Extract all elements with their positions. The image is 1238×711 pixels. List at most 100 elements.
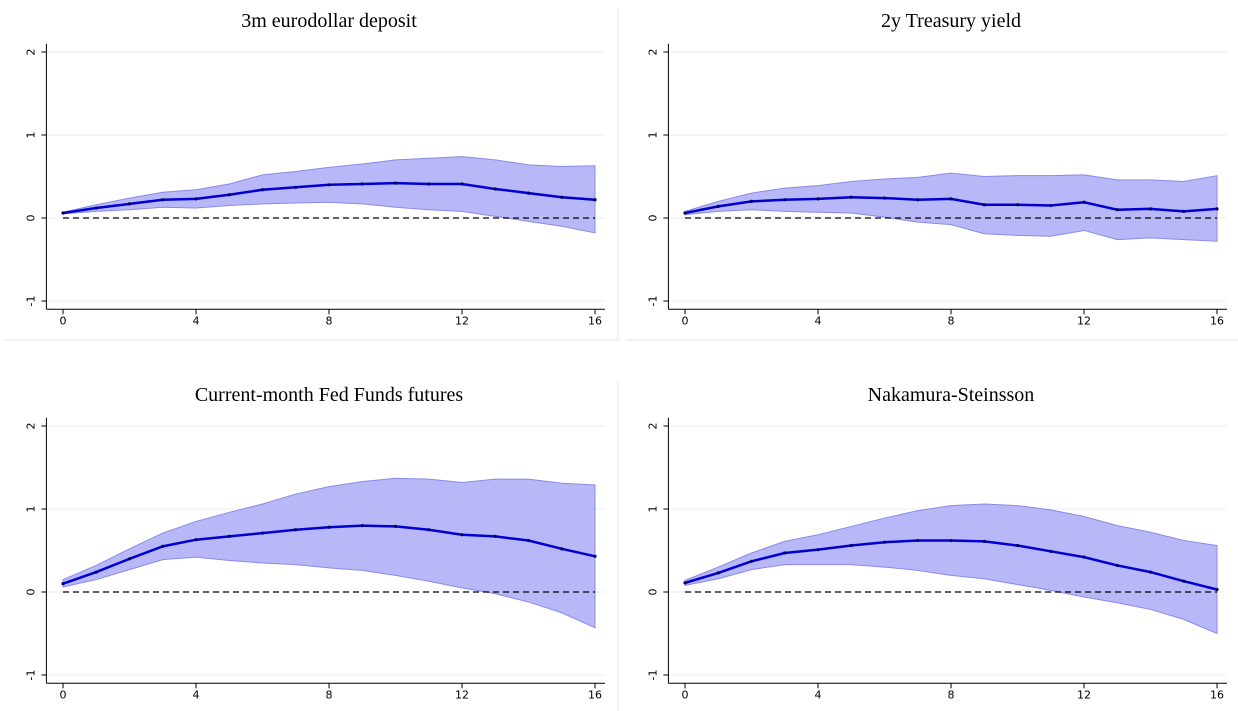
irf-point: [882, 540, 887, 544]
irf-point: [161, 544, 165, 548]
irf-point: [427, 528, 431, 532]
irf-point: [227, 193, 231, 197]
irf-point: [1182, 209, 1186, 213]
x-tick-label: 4: [193, 688, 200, 701]
irf-point: [1049, 549, 1053, 553]
confidence-band: [62, 156, 596, 234]
x-tick-label: 16: [1210, 314, 1224, 327]
y-tick-label: 2: [24, 423, 37, 430]
irf-point: [949, 197, 953, 201]
x-tick-label: 0: [682, 688, 689, 701]
irf-point: [949, 538, 953, 543]
irf-point: [194, 197, 198, 201]
irf-point: [1215, 207, 1219, 211]
x-tick-label: 0: [60, 314, 67, 327]
x-tick-label: 8: [326, 314, 333, 327]
chart-title: Current-month Fed Funds futures: [195, 384, 464, 406]
confidence-band: [62, 477, 596, 629]
x-tick-label: 12: [455, 314, 469, 327]
irf-point: [916, 198, 920, 202]
irf-point: [1082, 200, 1086, 204]
y-tick-label: 1: [646, 506, 659, 513]
y-tick-label: 0: [646, 215, 659, 222]
irf-point: [982, 203, 986, 207]
irf-point: [1115, 563, 1119, 568]
y-tick-label: 0: [24, 215, 37, 222]
irf-point: [1182, 579, 1186, 583]
irf-point: [1215, 587, 1219, 592]
irf-point: [783, 551, 787, 555]
irf-point: [493, 534, 497, 538]
y-tick-label: 2: [646, 423, 659, 430]
irf-point: [260, 531, 265, 535]
irf-point: [526, 538, 531, 543]
irf-point: [1082, 555, 1086, 559]
irf-point: [982, 539, 986, 543]
irf-point: [460, 533, 464, 537]
y-tick-label: -1: [24, 670, 37, 681]
irf-point: [560, 195, 564, 199]
x-tick-label: 8: [326, 688, 333, 701]
irf-point: [294, 185, 298, 189]
confidence-band: [684, 172, 1218, 242]
y-tick-label: 1: [24, 132, 37, 139]
irf-point: [816, 197, 820, 201]
irf-point: [1015, 543, 1020, 548]
irf-point: [683, 581, 687, 585]
irf-point: [327, 525, 331, 529]
irf-point: [1148, 570, 1153, 574]
irf-point: [816, 548, 820, 552]
irf-point: [593, 554, 597, 558]
x-tick-label: 12: [455, 688, 469, 701]
irf-point: [393, 524, 398, 529]
x-tick-label: 8: [948, 314, 955, 327]
y-tick-label: 2: [646, 49, 659, 56]
irf-point: [460, 182, 464, 186]
y-tick-label: 1: [24, 506, 37, 513]
irf-point: [526, 191, 531, 195]
y-tick-label: 2: [24, 49, 37, 56]
y-tick-label: -1: [646, 296, 659, 307]
x-tick-label: 12: [1077, 314, 1091, 327]
y-tick-label: -1: [24, 296, 37, 307]
chart-title: 3m eurodollar deposit: [241, 10, 417, 32]
irf-point: [360, 524, 364, 528]
irf-point: [127, 202, 132, 206]
irf-point: [882, 196, 887, 200]
irf-point: [916, 538, 920, 543]
x-tick-label: 16: [1210, 688, 1224, 701]
x-tick-label: 0: [682, 314, 689, 327]
irf-point: [260, 188, 265, 192]
irf-point: [1148, 207, 1153, 211]
y-tick-label: 0: [24, 589, 37, 596]
irf-point: [393, 181, 398, 185]
y-tick-label: 1: [646, 132, 659, 139]
x-tick-label: 4: [193, 314, 200, 327]
x-tick-label: 8: [948, 688, 955, 701]
irf-point: [61, 582, 65, 586]
irf-point: [849, 543, 853, 548]
irf-point: [327, 183, 331, 187]
irf-point: [294, 528, 298, 532]
irf-point: [227, 534, 231, 538]
irf-point: [593, 198, 597, 202]
irf-point: [560, 547, 564, 551]
irf-point: [94, 206, 98, 210]
x-tick-label: 4: [815, 314, 822, 327]
x-tick-label: 4: [815, 688, 822, 701]
irf-point: [360, 182, 364, 186]
y-tick-label: 0: [646, 589, 659, 596]
irf-point: [749, 199, 754, 203]
irf-point: [61, 211, 65, 215]
x-tick-label: 16: [588, 688, 602, 701]
irf-point: [683, 211, 687, 215]
irf-point: [1115, 208, 1119, 212]
y-tick-label: -1: [646, 670, 659, 681]
x-tick-label: 0: [60, 688, 67, 701]
irf-point: [161, 198, 165, 202]
chart-title: Nakamura-Steinsson: [868, 384, 1035, 406]
irf-point: [716, 571, 720, 575]
irf-point: [1015, 203, 1020, 207]
irf-point: [783, 198, 787, 202]
